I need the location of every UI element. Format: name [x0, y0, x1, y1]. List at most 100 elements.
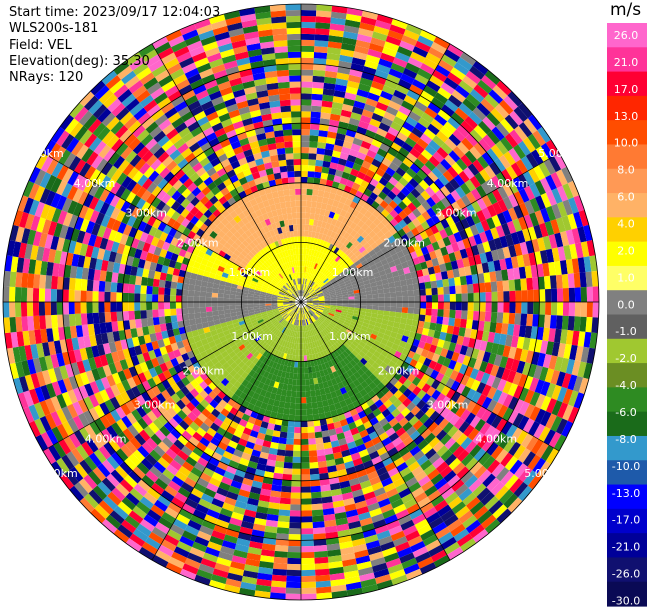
- velocity-gate: [333, 144, 343, 153]
- velocity-gate: [303, 254, 306, 261]
- velocity-gate: [301, 141, 310, 148]
- velocity-gate: [518, 387, 530, 402]
- velocity-gate: [370, 264, 378, 271]
- velocity-gate: [473, 359, 483, 371]
- velocity-gate: [342, 246, 349, 254]
- velocity-gate: [304, 224, 310, 231]
- velocity-gate: [421, 112, 435, 124]
- velocity-gate: [359, 114, 372, 124]
- velocity-gate: [426, 386, 436, 397]
- velocity-gate: [369, 278, 376, 284]
- velocity-gate: [413, 307, 420, 315]
- velocity-gate: [344, 331, 351, 337]
- velocity-gate: [313, 219, 319, 227]
- velocity-gate: [363, 253, 371, 260]
- velocity-gate: [289, 408, 296, 416]
- velocity-gate: [513, 385, 524, 399]
- velocity-gate: [367, 358, 376, 366]
- velocity-gate: [302, 266, 305, 273]
- velocity-gate: [336, 249, 343, 256]
- velocity-gate: [484, 425, 496, 439]
- velocity-gate: [206, 287, 213, 293]
- velocity-gate: [504, 474, 519, 490]
- velocity-gate: [320, 323, 327, 329]
- velocity-gate: [182, 307, 189, 315]
- velocity-gate: [352, 269, 360, 275]
- velocity-gate: [309, 310, 314, 316]
- velocity-gate: [116, 292, 123, 302]
- velocity-gate: [420, 349, 429, 358]
- velocity-gate: [332, 316, 340, 321]
- velocity-gate: [449, 309, 456, 319]
- velocity-gate: [326, 53, 341, 61]
- velocity-gate: [482, 473, 496, 488]
- velocity-gate: [470, 264, 478, 275]
- velocity-gate: [342, 204, 350, 212]
- velocity-gate: [158, 309, 165, 317]
- velocity-gate: [324, 303, 331, 306]
- velocity-gate: [349, 254, 357, 261]
- velocity-gate: [332, 253, 339, 261]
- velocity-gate: [146, 293, 153, 302]
- velocity-gate: [301, 593, 317, 600]
- velocity-gate: [312, 302, 319, 304]
- velocity-gate: [402, 379, 412, 389]
- velocity-gate: [451, 391, 461, 403]
- velocity-gate: [417, 95, 431, 108]
- velocity-gate: [510, 162, 523, 177]
- velocity-gate: [460, 374, 470, 386]
- velocity-gate: [316, 310, 322, 315]
- velocity-gate: [472, 483, 487, 497]
- velocity-gate: [368, 260, 376, 267]
- velocity-gate: [359, 308, 367, 313]
- velocity-gate: [477, 435, 489, 449]
- velocity-gate: [481, 262, 490, 274]
- velocity-gate: [404, 272, 412, 280]
- velocity-gate: [330, 296, 337, 299]
- velocity-gate: [420, 190, 431, 201]
- velocity-gate: [388, 100, 402, 111]
- velocity-gate: [301, 206, 306, 213]
- velocity-gate: [437, 287, 444, 295]
- velocity-gate: [330, 300, 337, 302]
- velocity-gate: [440, 158, 452, 171]
- velocity-gate: [302, 260, 306, 267]
- velocity-gate: [98, 280, 106, 292]
- velocity-gate: [463, 167, 475, 180]
- velocity-gate: [456, 124, 470, 138]
- velocity-gate: [389, 368, 398, 377]
- velocity-gate: [412, 420, 424, 431]
- velocity-gate: [320, 315, 326, 320]
- velocity-gate: [129, 275, 137, 285]
- velocity-gate: [580, 241, 590, 258]
- velocity-gate: [383, 251, 392, 259]
- velocity-gate: [510, 359, 520, 372]
- velocity-gate: [390, 121, 403, 132]
- velocity-gate: [544, 221, 555, 236]
- velocity-gate: [355, 275, 363, 281]
- velocity-gate: [509, 302, 516, 314]
- velocity-gate: [512, 267, 521, 280]
- velocity-gate: [545, 205, 557, 221]
- velocity-gate: [378, 302, 385, 307]
- velocity-gate: [305, 206, 311, 214]
- velocity-gate: [344, 19, 361, 28]
- velocity-gate: [409, 163, 421, 174]
- velocity-gate: [540, 396, 552, 412]
- velocity-gate: [193, 302, 200, 308]
- velocity-gate: [488, 239, 497, 252]
- velocity-gate: [313, 256, 319, 264]
- velocity-gate: [322, 268, 328, 275]
- velocity-gate: [341, 325, 348, 332]
- velocity-gate: [412, 313, 420, 321]
- velocity-gate: [567, 180, 580, 198]
- velocity-gate: [390, 297, 397, 302]
- velocity-gate: [368, 230, 377, 239]
- velocity-gate: [430, 224, 440, 235]
- velocity-gate: [315, 28, 330, 36]
- velocity-gate: [313, 314, 319, 319]
- velocity-gate: [456, 466, 470, 480]
- velocity-gate: [568, 390, 579, 407]
- velocity-gate: [217, 302, 224, 307]
- velocity-gate: [306, 296, 312, 300]
